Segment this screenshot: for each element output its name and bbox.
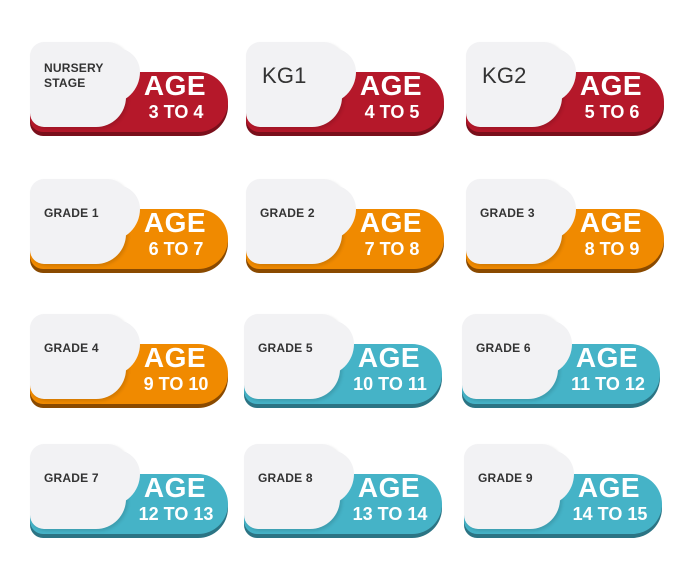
grade-label: KG1 — [262, 63, 307, 89]
badge-tab — [462, 314, 572, 399]
grade-label: GRADE 5 — [258, 340, 313, 355]
badge-grade-2: GRADE 2 AGE 7 TO 8 — [246, 179, 446, 274]
badge-grade-1: GRADE 1 AGE 6 TO 7 — [30, 179, 230, 274]
badge-grade-7: GRADE 7 AGE 12 TO 13 — [30, 444, 230, 539]
badge-grade-6: GRADE 6 AGE 11 TO 12 — [462, 314, 662, 409]
badge-tab — [244, 314, 354, 399]
age-label: AGE — [357, 472, 421, 503]
age-label: AGE — [579, 70, 643, 101]
badge-kg2: KG2 AGE 5 TO 6 — [466, 42, 666, 137]
badge-grade-3: GRADE 3 AGE 8 TO 9 — [466, 179, 666, 274]
grade-label: GRADE 4 — [44, 340, 99, 355]
badge-grade-8: GRADE 8 AGE 13 TO 14 — [244, 444, 444, 539]
grade-label: GRADE 2 — [260, 205, 315, 220]
badge-nursery: NURSERY STAGE AGE 3 TO 4 — [30, 42, 230, 137]
badge-tab — [464, 444, 574, 529]
age-range: 6 TO 7 — [148, 239, 204, 259]
grade-label: GRADE 3 — [480, 205, 535, 220]
badge-tab — [246, 42, 356, 127]
badge-tab — [244, 444, 354, 529]
badge-kg1: KG1 AGE 4 TO 5 — [246, 42, 446, 137]
age-label: AGE — [575, 342, 639, 373]
age-range: 5 TO 6 — [584, 102, 640, 122]
grade-label: GRADE 8 — [258, 470, 313, 485]
age-label: AGE — [357, 342, 421, 373]
age-label: AGE — [577, 472, 641, 503]
age-label: AGE — [143, 207, 207, 238]
badge-grade-4: GRADE 4 AGE 9 TO 10 — [30, 314, 230, 409]
badge-tab — [30, 444, 140, 529]
age-range: 7 TO 8 — [364, 239, 420, 259]
age-label: AGE — [359, 70, 423, 101]
age-range: 10 TO 11 — [353, 374, 427, 394]
badge-tab — [466, 42, 576, 127]
badge-grade-5: GRADE 5 AGE 10 TO 11 — [244, 314, 444, 409]
age-range: 12 TO 13 — [138, 504, 214, 524]
grade-label: GRADE 1 — [44, 205, 99, 220]
badge-grade-9: GRADE 9 AGE 14 TO 15 — [464, 444, 664, 539]
age-range: 4 TO 5 — [364, 102, 420, 122]
grade-label: NURSERY STAGE — [44, 61, 104, 90]
badge-tab — [30, 179, 140, 264]
age-label: AGE — [143, 342, 207, 373]
age-range: 14 TO 15 — [572, 504, 648, 524]
grade-label: KG2 — [482, 63, 527, 89]
age-label: AGE — [359, 207, 423, 238]
age-range: 3 TO 4 — [148, 102, 204, 122]
grade-label: GRADE 7 — [44, 470, 99, 485]
age-label: AGE — [143, 70, 207, 101]
age-label: AGE — [143, 472, 207, 503]
badge-tab — [30, 42, 140, 127]
age-label: AGE — [579, 207, 643, 238]
age-range: 13 TO 14 — [352, 504, 428, 524]
age-range: 9 TO 10 — [143, 374, 209, 394]
grade-label: GRADE 6 — [476, 340, 531, 355]
badge-tab — [466, 179, 576, 264]
grade-label: GRADE 9 — [478, 470, 533, 485]
age-range: 8 TO 9 — [584, 239, 640, 259]
age-range: 11 TO 12 — [571, 374, 645, 394]
